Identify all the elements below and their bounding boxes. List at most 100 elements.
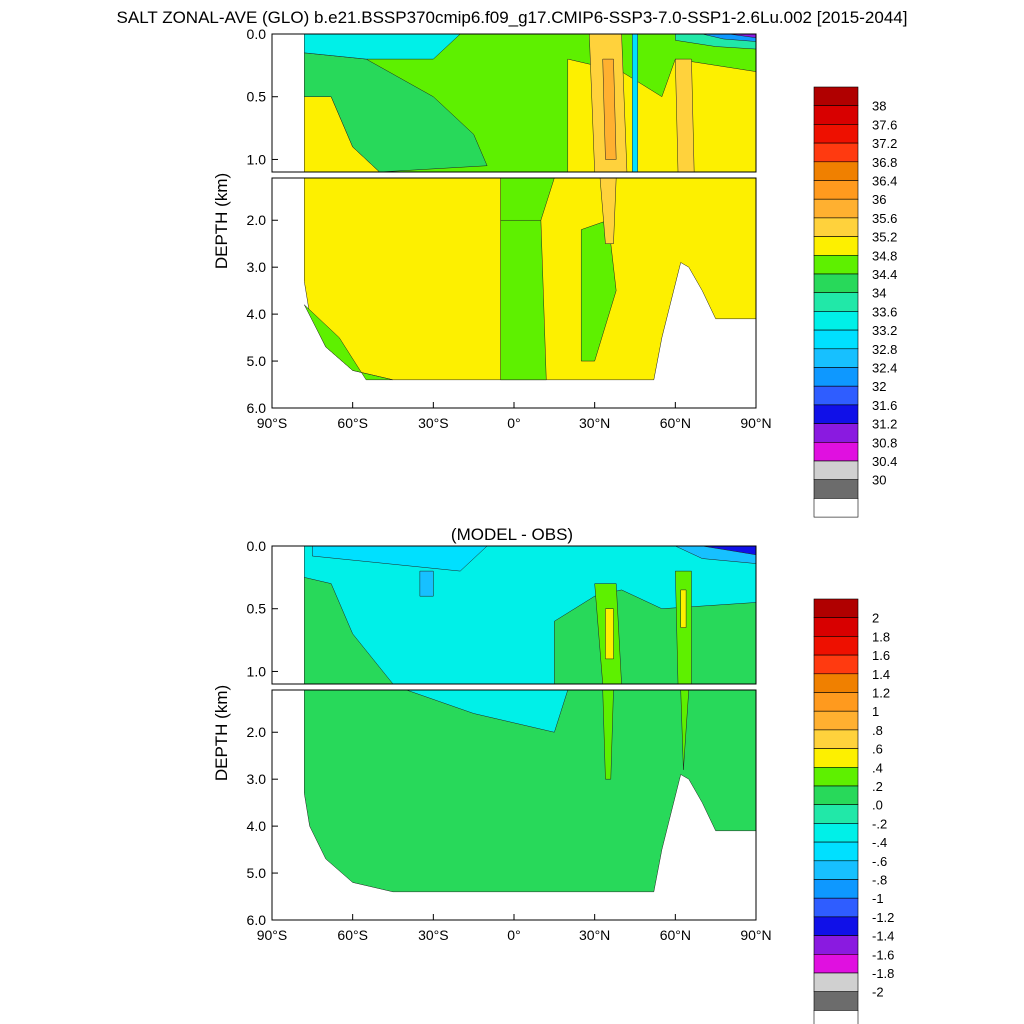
colorbar-swatch: [813, 236, 859, 256]
x-tick-label: 0°: [507, 927, 520, 943]
y-tick-label: 0.0: [247, 538, 267, 554]
colorbar-label: 31.2: [872, 417, 897, 432]
figure-title: SALT ZONAL-AVE (GLO) b.e21.BSSP370cmip6.…: [117, 8, 908, 27]
colorbar-swatch: [813, 841, 859, 862]
colorbar-label: 34.4: [872, 267, 897, 282]
y-axis-label: DEPTH (km): [212, 173, 231, 269]
y-tick-label: 6.0: [247, 912, 267, 928]
colorbar-swatch: [813, 292, 859, 312]
diff-0-4: [605, 608, 614, 660]
colorbar-label: -.2: [872, 816, 887, 831]
y-tick-label: 5.0: [247, 865, 267, 881]
colorbar-swatch: [813, 385, 859, 406]
colorbar-label: 2: [872, 611, 879, 626]
y-tick-label: 2.0: [247, 724, 267, 740]
colorbar-label: .2: [872, 779, 883, 794]
colorbar-swatch: [813, 311, 859, 331]
x-tick-label: 30°N: [579, 415, 610, 431]
colorbar-swatch: [813, 367, 859, 387]
colorbar-swatch: [813, 329, 859, 350]
colorbar-label: .6: [872, 742, 883, 757]
colorbar-swatch: [813, 804, 859, 824]
colorbar-label: 35.2: [872, 230, 897, 245]
upper-field: [304, 34, 756, 172]
colorbar-label: .0: [872, 798, 883, 813]
deep-35-6-north: [599, 178, 617, 244]
colorbar-label: -.8: [872, 873, 887, 888]
colorbar-label: 37.2: [872, 136, 897, 151]
colorbar-swatch: [813, 785, 859, 806]
colorbar-swatch: [813, 823, 859, 843]
colorbar-label: -.4: [872, 835, 887, 850]
x-tick-label: 30°S: [418, 415, 449, 431]
colorbar-swatch: [813, 460, 859, 481]
colorbar-swatch: [813, 748, 859, 768]
diff-deep-minus-0-2: [406, 690, 569, 733]
colorbar-label: 34: [872, 286, 886, 301]
colorbar-swatch: [813, 617, 859, 637]
y-tick-label: 3.0: [247, 259, 267, 275]
colorbar-swatch: [813, 916, 859, 936]
colorbar-swatch: [813, 180, 859, 200]
x-tick-label: 0°: [507, 415, 520, 431]
colorbar-label: 36.8: [872, 155, 897, 170]
contour-36: [602, 58, 617, 160]
y-tick-label: 3.0: [247, 771, 267, 787]
x-tick-label: 30°N: [579, 927, 610, 943]
y-tick-label: 6.0: [247, 400, 267, 416]
contour-34: [304, 34, 461, 60]
colorbar-swatch: [813, 441, 859, 462]
x-tick-label: 90°N: [740, 927, 771, 943]
y-tick-label: 1.0: [247, 663, 267, 679]
colorbar-label: 30: [872, 473, 886, 488]
colorbar-label: 35.6: [872, 211, 897, 226]
contour-34-4: [304, 52, 488, 172]
colorbar-label: 36.4: [872, 174, 897, 189]
colorbar-label: 32.4: [872, 361, 897, 376]
y-tick-label: 5.0: [247, 353, 267, 369]
diff-minus-0-6: [419, 570, 434, 597]
y-tick-label: 0.0: [247, 26, 267, 42]
lower-field: [304, 690, 756, 893]
contour-35-6-north: [675, 58, 695, 172]
colorbar-label: 37.6: [872, 117, 897, 132]
colorbar-label: 1.2: [872, 686, 890, 701]
colorbar-swatch: [813, 710, 859, 731]
contour-33-2: [632, 34, 638, 172]
colorbar-label: -1.4: [872, 929, 894, 944]
colorbar-swatch: [813, 348, 859, 368]
difference-panel: (MODEL - OBS) 0.00.51.02.03.04.05.06.090…: [212, 525, 894, 1024]
colorbar-label: 38: [872, 99, 886, 114]
colorbar-label: 31.6: [872, 398, 897, 413]
colorbar-label: 34.8: [872, 248, 897, 263]
colorbar-swatch: [813, 198, 859, 219]
y-tick-label: 4.0: [247, 818, 267, 834]
colorbar-swatch: [813, 498, 859, 518]
colorbar-swatch: [813, 636, 859, 656]
x-tick-label: 60°N: [660, 927, 691, 943]
x-tick-label: 90°S: [257, 415, 288, 431]
colorbar-swatch: [813, 879, 859, 899]
colorbar-swatch: [813, 423, 859, 443]
y-tick-label: 1.0: [247, 151, 267, 167]
colorbar-swatch: [813, 86, 859, 107]
diff-0-4-north: [680, 589, 687, 628]
colorbar-swatch: [813, 935, 859, 955]
salinity-panel: 0.0 0.5 1.0 2.0 3.0 4.0 5.0 6.090°S 60°S 30°S 0° 30…: [212, 26, 897, 518]
colorbar-label: -1.2: [872, 910, 894, 925]
colorbar-swatch: [813, 105, 859, 125]
colorbar-label: 1.4: [872, 667, 890, 682]
colorbar-swatch: [813, 673, 859, 693]
diff-minus-0-4: [312, 546, 488, 572]
colorbar: 21.81.61.41.21.8.6.4.2.0-.2-.4-.6-.8-1-1…: [813, 598, 894, 1024]
x-tick-label: 90°N: [740, 415, 771, 431]
colorbar-swatch: [813, 991, 859, 1011]
colorbar-swatch: [813, 161, 859, 181]
x-tick-label: 90°S: [257, 927, 288, 943]
colorbar-swatch: [813, 124, 859, 144]
colorbar-label: -.6: [872, 854, 887, 869]
colorbar-label: 33.6: [872, 304, 897, 319]
deep-34-8-top: [500, 178, 555, 221]
upper-field: [304, 546, 756, 684]
